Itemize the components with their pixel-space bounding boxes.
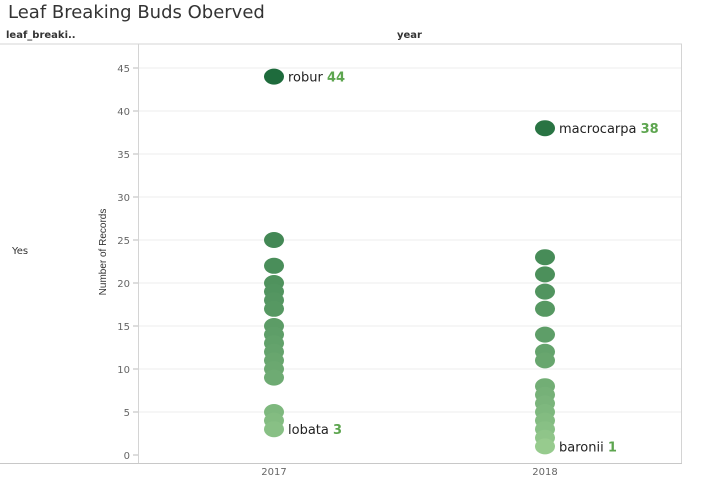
page-title: Leaf Breaking Buds Oberved [8, 2, 265, 23]
y-tick-label: 30 [117, 193, 130, 204]
y-tick-label: 40 [117, 107, 130, 118]
y-tick-label: 25 [117, 236, 130, 247]
data-point[interactable] [535, 249, 555, 266]
gridlines [139, 67, 681, 413]
point-label-value: 44 [327, 71, 345, 86]
point-label: lobata 3 [288, 423, 342, 438]
data-point[interactable] [535, 438, 555, 455]
chart-frame [0, 43, 682, 464]
y-tick-label: 35 [117, 150, 130, 161]
point-label-name: macrocarpa [559, 122, 641, 137]
x-axis-ticks: 2017 2018 [261, 467, 557, 478]
y-tick-label: 10 [117, 365, 130, 376]
y-tick-label: 5 [124, 408, 130, 419]
data-point[interactable] [535, 300, 555, 317]
y-axis-label: Number of Records [98, 209, 109, 296]
point-label-name: robur [288, 71, 327, 86]
data-point[interactable] [264, 300, 284, 317]
point-label-value: 3 [333, 423, 342, 438]
x-tick-label: 2018 [532, 467, 557, 478]
y-tick-label: 45 [117, 64, 130, 75]
column-header[interactable]: year [397, 30, 422, 41]
point-label-value: 38 [641, 122, 659, 137]
data-point[interactable] [264, 369, 284, 386]
row-header[interactable]: leaf_breaki.. [6, 30, 76, 41]
point-label-name: baronii [559, 440, 608, 455]
data-point[interactable] [264, 232, 284, 248]
data-point[interactable] [535, 352, 555, 369]
point-label: robur 44 [288, 71, 345, 86]
point-label: macrocarpa 38 [559, 122, 659, 137]
row-label: Yes [12, 246, 29, 257]
data-point[interactable] [535, 283, 555, 300]
y-tick-label: 20 [117, 279, 130, 290]
data-point[interactable] [264, 421, 284, 438]
data-point[interactable] [264, 257, 284, 274]
point-label-name: lobata [288, 423, 333, 438]
data-point[interactable] [535, 326, 555, 343]
point-label: baronii 1 [559, 440, 617, 455]
data-labels: robur 44 lobata 3 macrocarpa 38 baronii 1 [288, 71, 659, 456]
data-point[interactable] [535, 120, 555, 137]
y-axis-ticks: 0 5 10 15 20 25 30 35 40 45 [117, 64, 138, 462]
y-tick-label: 0 [124, 451, 130, 462]
x-tick-label: 2017 [261, 467, 286, 478]
point-label-value: 1 [608, 440, 617, 455]
data-point[interactable] [264, 68, 284, 85]
y-tick-label: 15 [117, 322, 130, 333]
data-points [264, 68, 555, 455]
data-point[interactable] [535, 266, 555, 283]
